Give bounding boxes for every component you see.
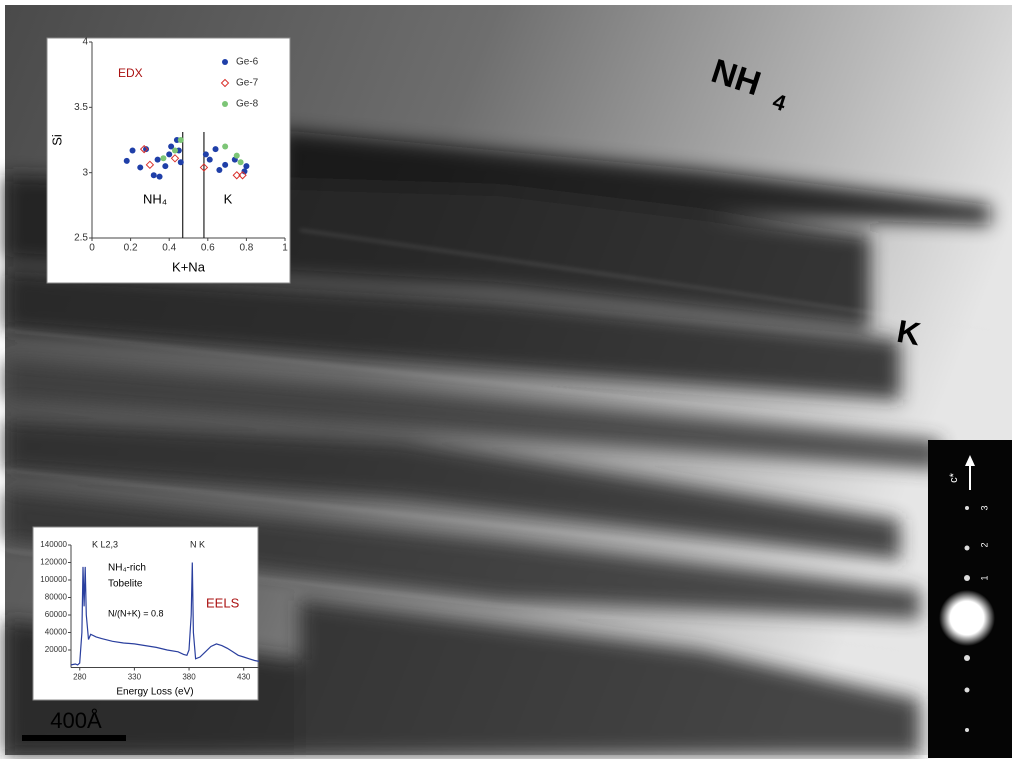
y-tick-label: 3.5 [74, 102, 88, 113]
y-tick-label: 80000 [45, 593, 68, 602]
data-point [178, 159, 184, 165]
legend-label: Ge-8 [236, 99, 259, 110]
data-point [151, 172, 157, 178]
data-point [243, 163, 249, 169]
data-point [172, 147, 178, 153]
x-tick-label: 0.4 [162, 243, 176, 254]
eels-inset: 280 330 380 430 20000 40000 60000 80000 100000 12… [33, 527, 259, 700]
annotation: Tobelite [108, 579, 143, 590]
legend-marker [222, 101, 228, 107]
legend-label: Ge-6 [236, 57, 259, 68]
y-tick-label: 100000 [40, 575, 67, 584]
data-point [157, 174, 163, 180]
saed-pattern: c* 1 2 3 [928, 440, 1012, 758]
saed-index: 2 [979, 542, 989, 547]
annotation: K L2,3 [92, 539, 118, 549]
data-point [160, 155, 166, 161]
data-point [162, 163, 168, 169]
x-axis-label: Energy Loss (eV) [116, 687, 193, 698]
y-tick-label: 120000 [40, 558, 67, 567]
y-tick-label: 40000 [45, 628, 68, 637]
scale-bar-label: 400Å [50, 708, 102, 733]
annotation: K [224, 191, 233, 206]
data-point [213, 146, 219, 152]
annotation: NH₄ [143, 191, 167, 206]
x-tick-label: 1 [282, 243, 288, 254]
x-axis-label: K+Na [172, 259, 206, 274]
chart-title: EDX [118, 66, 143, 80]
data-point [130, 147, 136, 153]
annotation: NH₄-rich [108, 563, 146, 574]
y-tick-label: 60000 [45, 610, 68, 619]
data-point [222, 162, 228, 168]
figure: NH 4 K 400Å c* 1 2 3 00.20.40.60.812.533… [0, 0, 1017, 759]
annotation: N K [190, 539, 205, 549]
legend-marker [222, 59, 228, 65]
legend-label: Ge-7 [236, 78, 259, 89]
data-point [234, 153, 240, 159]
data-point [238, 159, 244, 165]
x-tick-label: 330 [128, 673, 142, 682]
saed-axis-label: c* [948, 472, 960, 483]
x-tick-label: 380 [182, 673, 196, 682]
y-tick-label: 4 [82, 37, 88, 48]
edx-inset: 0 0.2 0.4 0.6 0.8 1 2.5 3 3.5 4 EDX K+Na Si NH₄ K Ge-6 G… [47, 37, 290, 283]
data-point [207, 157, 213, 163]
x-tick-label: 0.2 [124, 243, 138, 254]
x-tick-label: 430 [237, 673, 251, 682]
x-tick-label: 0.8 [239, 243, 253, 254]
y-tick-label: 3 [82, 167, 88, 178]
saed-index: 1 [979, 575, 989, 580]
x-tick-label: 280 [73, 673, 87, 682]
data-point [216, 167, 222, 173]
data-point [155, 157, 161, 163]
data-point [203, 151, 209, 157]
saed-index: 3 [979, 505, 989, 510]
data-point [222, 144, 228, 150]
data-point [178, 137, 184, 143]
y-axis-label: Si [49, 134, 64, 146]
annotation: N/(N+K) = 0.8 [108, 608, 164, 618]
chart-title: EELS [206, 595, 240, 610]
y-tick-label: 140000 [40, 540, 67, 549]
data-point [124, 158, 130, 164]
y-tick-label: 20000 [45, 645, 68, 654]
data-point [137, 164, 143, 170]
x-tick-label: 0.6 [201, 243, 215, 254]
data-point [166, 151, 172, 157]
y-tick-label: 2.5 [74, 233, 88, 244]
x-tick-label: 0 [89, 243, 95, 254]
